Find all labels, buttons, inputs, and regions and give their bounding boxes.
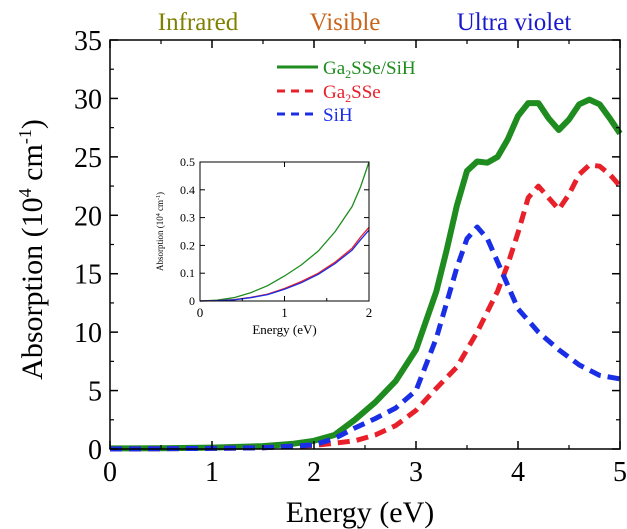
inset-series-line-2 xyxy=(199,229,370,302)
inset-x-axis-label: Energy (eV) xyxy=(252,322,316,337)
inset-plot: 0 1 2 0 0.1 0.2 0.3 0.4 0.5 Energy (eV) Absorption… xyxy=(155,155,372,337)
y-axis-label: Absorption (104 cm-1) xyxy=(15,119,49,380)
inset-y-tick-label: 0.4 xyxy=(180,183,195,197)
inset-x-tick-label: 1 xyxy=(281,305,288,320)
inset-series-line-0 xyxy=(199,161,370,302)
y-tick-label: 0 xyxy=(88,435,102,466)
inset-y-tick-label: 0 xyxy=(189,294,195,308)
legend-entry-0: Ga2SSe/SiH xyxy=(323,58,416,81)
y-tick-label: 35 xyxy=(74,26,102,57)
x-axis-label: Energy (eV) xyxy=(286,496,435,529)
x-tick-label: 4 xyxy=(511,457,525,488)
inset-x-tick-label: 2 xyxy=(366,305,373,320)
region-label-0: Infrared xyxy=(158,9,239,36)
inset-y-tick-label: 0.1 xyxy=(180,266,195,280)
y-tick-label: 30 xyxy=(74,84,102,115)
series-line-1 xyxy=(109,162,622,452)
y-tick-label: 15 xyxy=(74,260,102,291)
region-label-1: Visible xyxy=(310,9,381,36)
series-line-0 xyxy=(109,96,623,452)
y-tick-label: 5 xyxy=(88,377,102,408)
x-tick-label: 2 xyxy=(307,457,321,488)
inset-x-tick-label: 0 xyxy=(197,305,204,320)
inset-background xyxy=(200,162,369,301)
inset-y-tick-label: 0.3 xyxy=(180,211,195,225)
inset-y-tick-label: 0.5 xyxy=(180,155,195,169)
x-tick-label: 3 xyxy=(409,457,423,488)
x-tick-label: 5 xyxy=(613,457,627,488)
x-tick-label: 0 xyxy=(103,457,117,488)
x-tick-label: 1 xyxy=(205,457,219,488)
legend-entry-1: Ga2SSe xyxy=(323,82,381,105)
inset-y-tick-label: 0.2 xyxy=(180,238,195,252)
y-tick-label: 25 xyxy=(74,143,102,174)
legend-entry-2: SiH xyxy=(323,105,353,126)
series-line-2 xyxy=(109,224,621,452)
region-label-2: Ultra violet xyxy=(457,9,572,36)
inset-y-axis-label: Absorption (104 cm-1) xyxy=(155,192,165,271)
y-tick-label: 20 xyxy=(74,201,102,232)
y-tick-label: 10 xyxy=(74,318,102,349)
